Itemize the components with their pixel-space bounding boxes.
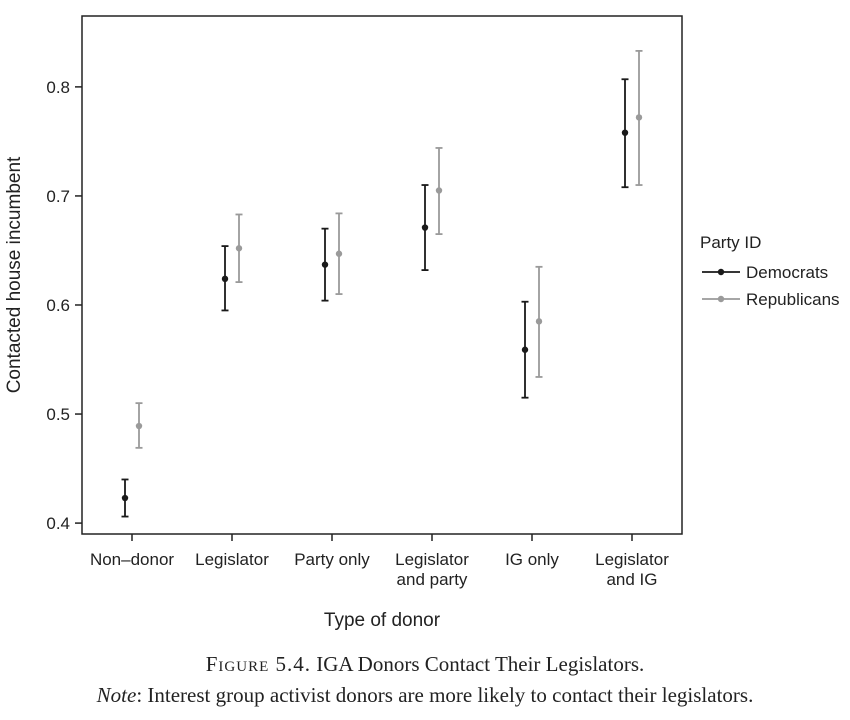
data-point	[335, 250, 343, 257]
legend-label: Republicans	[746, 290, 840, 309]
x-tick-label: Legislator	[595, 550, 669, 569]
x-tick-label: Party only	[294, 550, 370, 569]
data-series	[121, 49, 643, 518]
x-tick-label: Legislator	[195, 550, 269, 569]
figure-title: IGA Donors Contact Their Legislators.	[316, 652, 645, 676]
y-tick-label: 0.8	[46, 78, 70, 97]
legend-label: Democrats	[746, 263, 828, 282]
x-axis: Non–donor Legislator Party only Legislatora…	[90, 534, 669, 589]
legend: Party ID Democrats Republicans	[700, 233, 840, 309]
legend-marker	[717, 268, 725, 276]
y-axis-label: Contacted house incumbent	[4, 156, 25, 393]
y-axis: 0.4 0.5 0.6 0.7 0.8	[46, 78, 82, 533]
y-tick-label: 0.6	[46, 296, 70, 315]
data-point	[635, 114, 643, 121]
x-tick-label: IG only	[505, 550, 559, 569]
data-point	[121, 494, 129, 502]
legend-title: Party ID	[700, 233, 761, 252]
data-point	[621, 129, 629, 136]
x-tick-label: and IG	[606, 570, 657, 589]
data-point	[521, 346, 529, 353]
y-tick-label: 0.5	[46, 405, 70, 424]
data-point	[421, 224, 429, 231]
legend-marker	[717, 295, 725, 303]
x-axis-label: Type of donor	[324, 610, 441, 631]
x-tick-label: Non–donor	[90, 550, 174, 569]
data-point	[235, 245, 243, 252]
plot-frame	[81, 15, 683, 535]
data-point	[321, 261, 329, 268]
series-democrats	[121, 78, 629, 518]
data-point	[535, 318, 543, 325]
y-tick-label: 0.4	[46, 514, 70, 533]
y-tick-label: 0.7	[46, 187, 70, 206]
chart: 0.4 0.5 0.6 0.7 0.8 Non–donor Legislator Party…	[4, 15, 840, 631]
data-point	[135, 422, 143, 430]
figure-label: Figure 5.4.	[205, 652, 312, 676]
note-text: : Interest group activist donors are mor…	[136, 683, 754, 707]
note-label: Note	[96, 683, 137, 707]
series-republicans	[135, 49, 643, 449]
x-tick-label: Legislator	[395, 550, 469, 569]
figure-note: Note: Interest group activist donors are…	[0, 683, 850, 708]
figure-caption: Figure 5.4. IGA Donors Contact Their Leg…	[0, 652, 850, 677]
data-point	[221, 275, 229, 283]
data-point	[435, 187, 443, 194]
x-tick-label: and party	[397, 570, 468, 589]
